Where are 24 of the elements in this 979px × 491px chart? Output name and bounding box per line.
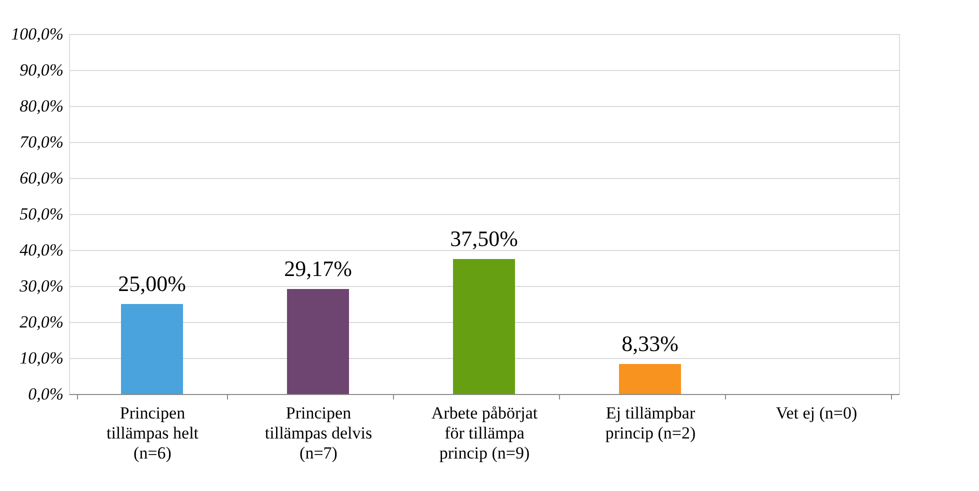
bar <box>453 259 515 394</box>
y-tick-label: 20,0% <box>20 312 64 332</box>
y-tick-label: 50,0% <box>20 204 64 224</box>
data-label: 25,00% <box>118 271 186 296</box>
y-tick-label: 100,0% <box>11 24 64 44</box>
y-tick-label: 30,0% <box>18 276 64 296</box>
x-tick-label: Principen tillämpas helt (n=6) <box>106 404 199 462</box>
y-tick-label: 40,0% <box>20 240 64 260</box>
x-tick-label: Principen tillämpas delvis (n=7) <box>264 404 372 462</box>
y-tick-label: 90,0% <box>20 60 64 80</box>
x-tick-label: Ej tillämpbar princip (n=2) <box>605 404 696 442</box>
y-tick-label: 0,0% <box>28 384 64 404</box>
x-tick-label: Arbete påbörjat för tillämpa princip (n=9) <box>431 404 538 462</box>
data-label: 37,50% <box>450 226 518 251</box>
y-tick-label: 60,0% <box>20 168 64 188</box>
data-label: 8,33% <box>622 331 678 356</box>
bar <box>287 288 349 394</box>
y-tick-label: 70,0% <box>20 132 64 152</box>
bar <box>121 304 183 394</box>
bar <box>619 364 681 394</box>
data-label: 29,17% <box>284 256 352 281</box>
y-tick-label: 10,0% <box>20 348 64 368</box>
x-tick-label: Vet ej (n=0) <box>776 404 858 422</box>
y-tick-label: 80,0% <box>20 96 64 116</box>
